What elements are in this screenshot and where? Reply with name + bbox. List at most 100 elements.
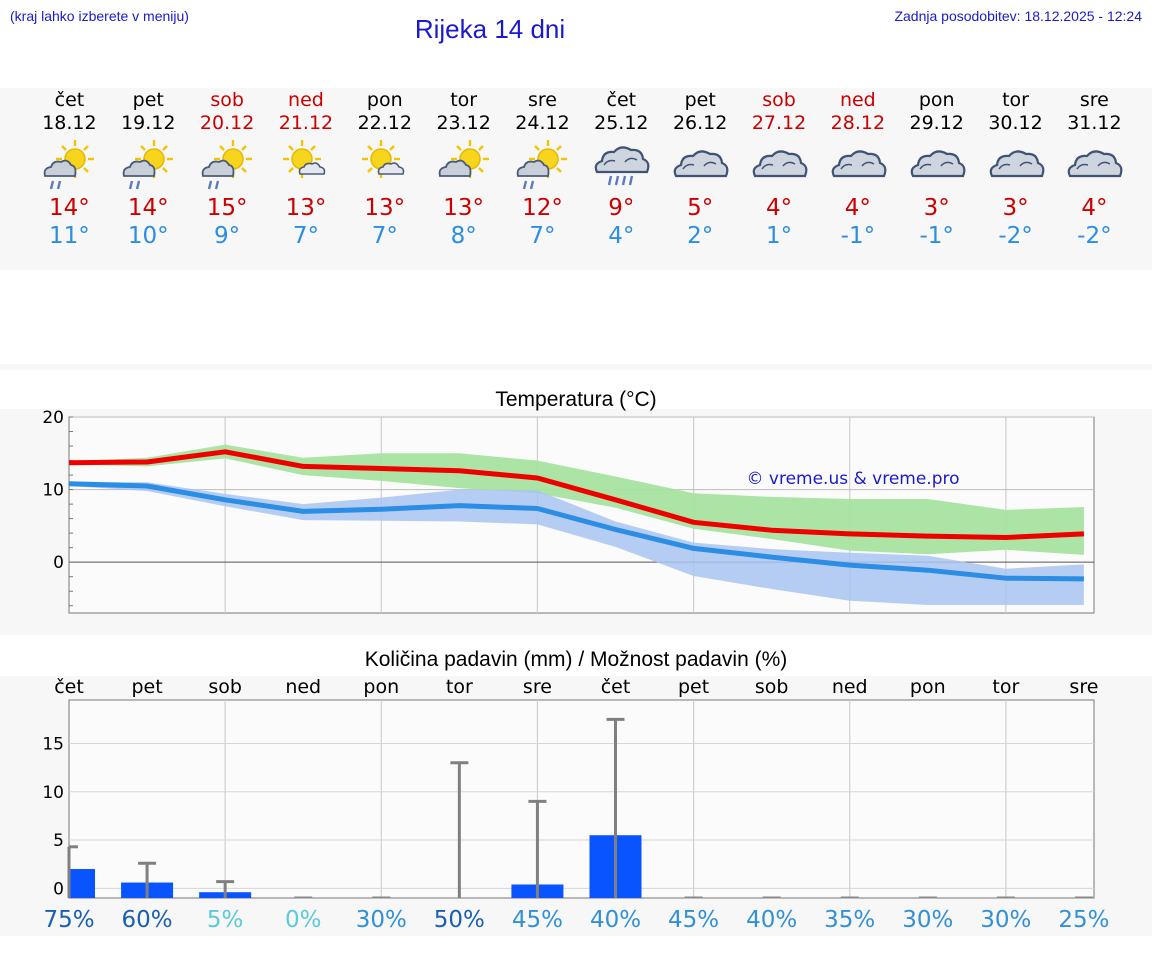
day-label: pet xyxy=(131,676,162,698)
temp-min: 9° xyxy=(214,223,241,249)
day-date: 25.12 xyxy=(594,112,649,134)
temperature-chart-title: Temperatura (°C) xyxy=(495,388,657,411)
day-date: 20.12 xyxy=(199,112,255,134)
precipitation-probability: 50% xyxy=(434,907,485,933)
day-name: čet xyxy=(606,89,637,111)
y-tick-label: 0 xyxy=(53,553,64,573)
sun-cloud-icon xyxy=(424,138,503,194)
day-column: tor 30.12 3° -2° xyxy=(976,88,1055,264)
y-tick-label: 10 xyxy=(42,481,64,501)
precipitation-probability: 75% xyxy=(43,907,94,933)
day-date: 30.12 xyxy=(988,112,1043,134)
precipitation-probability: 45% xyxy=(512,907,563,933)
day-date: 18.12 xyxy=(42,112,97,134)
temp-max: 4° xyxy=(765,195,793,221)
temp-max: 12° xyxy=(522,195,563,221)
day-name: sre xyxy=(527,89,557,111)
precipitation-probability: 30% xyxy=(902,907,953,933)
temp-max: 15° xyxy=(206,195,248,221)
cloud-rain-icon xyxy=(582,138,661,194)
sun-small-cloud-icon xyxy=(267,138,346,194)
day-label: pon xyxy=(363,676,399,698)
sun-small-cloud-icon xyxy=(345,138,424,194)
day-label: čet xyxy=(601,676,631,698)
temp-max: 3° xyxy=(1002,195,1029,221)
cloud-icon xyxy=(897,138,976,194)
day-name: sob xyxy=(762,89,796,111)
temperature-chart: 0 10 20 © vreme.us & vreme.pro xyxy=(42,409,1095,614)
temp-max: 3° xyxy=(923,195,950,221)
precipitation-probability: 40% xyxy=(746,907,797,933)
precipitation-probability: 25% xyxy=(1058,907,1109,933)
day-date: 29.12 xyxy=(909,112,964,134)
day-name: ned xyxy=(839,89,876,111)
day-name: pon xyxy=(366,89,403,111)
temp-min: 4° xyxy=(608,223,635,249)
watermark: © vreme.us & vreme.pro xyxy=(746,469,959,489)
day-column: tor 23.12 13° 8° xyxy=(424,88,503,264)
day-label: ned xyxy=(832,676,868,698)
day-date: 23.12 xyxy=(436,112,491,134)
day-column: ned 21.12 13° 7° xyxy=(267,88,346,264)
day-name: sre xyxy=(1079,89,1109,111)
y-tick-label: 15 xyxy=(42,734,64,754)
day-date: 19.12 xyxy=(121,112,176,134)
temp-max: 14° xyxy=(49,195,90,221)
temp-min: 10° xyxy=(127,223,169,249)
temp-min: 7° xyxy=(529,223,556,249)
day-column: ned 28.12 4° -1° xyxy=(818,88,897,264)
forecast-band xyxy=(0,88,1152,270)
day-column: pon 22.12 13° 7° xyxy=(345,88,424,264)
temp-max: 4° xyxy=(1081,195,1108,221)
day-date: 24.12 xyxy=(515,112,570,134)
temp-min: 7° xyxy=(371,223,398,249)
separator xyxy=(0,364,1152,370)
day-column: pon 29.12 3° -1° xyxy=(897,88,976,264)
temp-max: 13° xyxy=(285,195,327,221)
day-label: sob xyxy=(755,676,789,698)
day-label: čet xyxy=(54,676,84,698)
precipitation-chart: čet pet sob ned pon tor sre čet pet sob ned pon tor s… xyxy=(42,676,1109,933)
y-tick-label: 20 xyxy=(42,409,64,428)
precipitation-probability: 35% xyxy=(824,907,875,933)
day-column: pet 26.12 5° 2° xyxy=(661,88,740,264)
day-label: sre xyxy=(1069,676,1098,698)
day-date: 28.12 xyxy=(830,112,886,134)
max-temperature-line xyxy=(68,449,1085,540)
precipitation-probability: 30% xyxy=(356,907,407,933)
day-name: pet xyxy=(132,89,164,111)
day-column: sre 31.12 4° -2° xyxy=(1055,88,1134,264)
temp-min: 11° xyxy=(49,223,90,249)
cloud-icon xyxy=(976,138,1055,194)
temp-min: 7° xyxy=(292,223,320,249)
day-name: sob xyxy=(210,89,244,111)
day-label: tor xyxy=(992,676,1019,698)
precipitation-plot-area xyxy=(68,699,1095,899)
temp-min: 1° xyxy=(765,223,793,249)
day-column: sre 24.12 12° 7° xyxy=(503,88,582,264)
temp-max: 13° xyxy=(443,195,485,221)
day-column: sob 27.12 4° 1° xyxy=(740,88,819,264)
cloud-icon xyxy=(818,138,897,194)
temp-min: -2° xyxy=(1077,223,1112,249)
day-column: sob 20.12 15° 9° xyxy=(188,88,267,264)
location-hint: (kraj lahko izberete v meniju) xyxy=(10,8,189,24)
day-date: 31.12 xyxy=(1067,112,1122,134)
precipitation-probability: 40% xyxy=(590,907,641,933)
y-tick-label: 5 xyxy=(53,831,64,851)
temp-min: 2° xyxy=(687,223,714,249)
temp-max: 13° xyxy=(364,195,406,221)
day-label: pet xyxy=(678,676,709,698)
cloud-icon xyxy=(740,138,819,194)
temp-min: -1° xyxy=(840,223,876,249)
temp-max: 9° xyxy=(608,195,635,221)
daily-forecast: čet 18.12 14° 11° pet 19.12 14° 10° sob 20.12 15° 9… xyxy=(30,88,1134,264)
cloud-icon xyxy=(1055,138,1134,194)
precipitation-probability: 0% xyxy=(285,907,322,933)
day-column: pet 19.12 14° 10° xyxy=(109,88,188,264)
day-date: 27.12 xyxy=(751,112,807,134)
y-tick-label: 10 xyxy=(42,783,64,803)
day-date: 21.12 xyxy=(278,112,334,134)
day-name: ned xyxy=(288,89,324,111)
day-name: tor xyxy=(1002,89,1029,111)
